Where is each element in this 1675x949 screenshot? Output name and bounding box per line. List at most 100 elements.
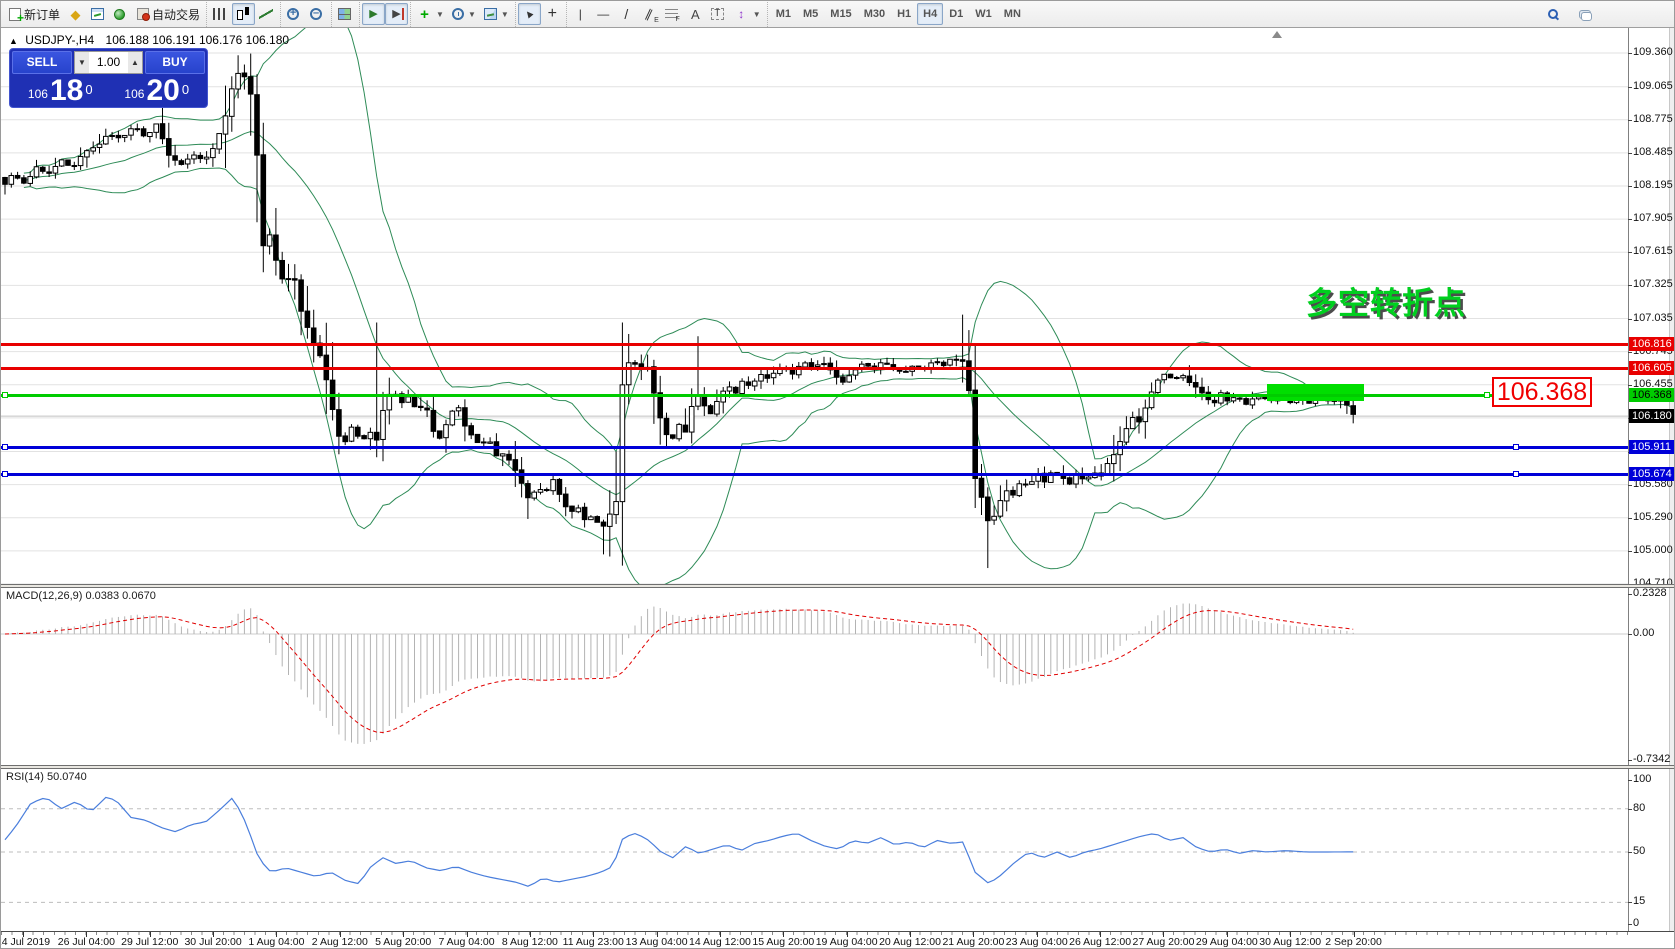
zoom-in-button[interactable]	[283, 3, 306, 25]
horizontal-level-line[interactable]	[1, 343, 1628, 346]
trendline-button[interactable]	[615, 3, 638, 25]
tile-windows-button[interactable]	[334, 3, 357, 25]
green-highlight-box[interactable]	[1267, 384, 1364, 401]
pane-separator[interactable]	[1, 584, 1674, 588]
cursor-button[interactable]	[517, 3, 541, 25]
toolbar-group-timeframes: M1 M5 M15 M30 H1 H4 D1 W1 MN	[766, 1, 1029, 27]
zoom-out-icon	[310, 8, 323, 20]
rsi-indicator-pane[interactable]	[1, 769, 1628, 931]
text-t-icon	[710, 8, 724, 20]
toolbar-group-windows	[331, 1, 359, 27]
timeframe-w1[interactable]: W1	[975, 8, 992, 20]
buy-button[interactable]: BUY	[145, 51, 205, 74]
time-axis-label: 5 Aug 20:00	[375, 936, 432, 948]
time-axis-label: 19 Aug 04:00	[815, 936, 878, 948]
volume-value[interactable]: 1.00	[96, 55, 121, 69]
line-drag-handle[interactable]	[2, 444, 8, 450]
pane-separator[interactable]	[1, 765, 1674, 769]
horizontal-level-line[interactable]	[1, 473, 1628, 476]
horizontal-line-button[interactable]	[592, 3, 615, 25]
timeframe-m1[interactable]: M1	[775, 8, 791, 20]
price-axis-label: 109.065	[1633, 80, 1673, 92]
time-axis-label: 30 Jul 20:00	[184, 936, 242, 948]
signals-button[interactable]	[110, 3, 133, 25]
line-drag-handle[interactable]	[2, 392, 8, 398]
chart-shift-marker-icon[interactable]	[1272, 31, 1282, 38]
horizontal-level-line[interactable]	[1, 394, 1492, 397]
new-order-button[interactable]: 新订单	[5, 3, 64, 25]
text-label-button[interactable]	[707, 3, 730, 25]
dropdown-arrow-icon[interactable]: ▼	[500, 9, 509, 19]
time-axis[interactable]: 24 Jul 2019 26 Jul 04:00 29 Jul 12:00 30 Ju…	[1, 931, 1674, 948]
line-drag-handle[interactable]	[1484, 392, 1490, 398]
indicators-button[interactable]: ▼	[413, 3, 448, 25]
template-icon	[483, 8, 497, 20]
rsi-label: RSI(14) 50.0740	[6, 771, 87, 783]
new-chart-button[interactable]	[87, 3, 110, 25]
price-badge: 106.605	[1629, 361, 1674, 375]
line-drag-handle[interactable]	[1513, 471, 1519, 477]
timeframe-h4[interactable]: H4	[917, 3, 944, 25]
periods-button[interactable]: ▼	[448, 3, 480, 25]
timeframe-m15[interactable]: M15	[830, 8, 852, 20]
volume-up-button[interactable]: ▲	[128, 52, 142, 73]
vertical-line-button[interactable]	[569, 3, 592, 25]
chinese-annotation-text: 多空转折点	[1306, 286, 1466, 321]
macd-indicator-pane[interactable]	[1, 588, 1628, 765]
volume-down-button[interactable]: ▼	[75, 52, 89, 73]
horizontal-level-line[interactable]	[1, 367, 1628, 370]
chart-shift-button[interactable]	[385, 3, 409, 25]
line-chart-button[interactable]	[255, 3, 278, 25]
metaeditor-button[interactable]: ◆	[64, 3, 87, 25]
toolbar-group-objects: ▼ ▼ ▼	[410, 1, 515, 27]
candlestick-chart-button[interactable]	[232, 3, 256, 25]
metaeditor-icon: ◆	[70, 6, 81, 22]
equidistant-channel-button[interactable]: E	[638, 3, 661, 25]
hline-icon	[596, 7, 611, 21]
zoom-out-button[interactable]	[306, 3, 329, 25]
text-button[interactable]	[684, 3, 707, 25]
dropdown-arrow-icon[interactable]: ▼	[436, 9, 444, 19]
price-badge: 106.180	[1629, 409, 1674, 423]
time-axis-label: 26 Jul 04:00	[57, 936, 115, 948]
crosshair-button[interactable]	[541, 3, 564, 25]
timeframe-d1[interactable]: D1	[949, 8, 964, 20]
channel-icon: E	[642, 7, 659, 24]
templates-button[interactable]: ▼	[480, 3, 513, 25]
dropdown-arrow-icon[interactable]: ▼	[467, 9, 476, 19]
timeframe-h1[interactable]: H1	[897, 8, 912, 20]
time-axis-label: 23 Aug 04:00	[1005, 936, 1068, 948]
dropdown-arrow-icon[interactable]: ▼	[752, 9, 761, 19]
toolbar-group-drawing: EF ▼	[565, 1, 767, 27]
volume-stepper[interactable]: ▼ 1.00 ▲	[74, 51, 143, 74]
horizontal-level-line[interactable]	[1, 446, 1628, 449]
autotrade-button[interactable]: 自动交易	[133, 3, 204, 25]
sell-button[interactable]: SELL	[12, 51, 72, 74]
main-price-chart[interactable]	[1, 28, 1628, 584]
collapse-arrow-icon[interactable]: ▲	[9, 36, 18, 46]
timeframe-m30[interactable]: M30	[863, 8, 886, 20]
line-drag-handle[interactable]	[2, 471, 8, 477]
search-icon	[1548, 9, 1558, 19]
search-button[interactable]	[1544, 3, 1567, 25]
time-axis-label: 27 Aug 20:00	[1132, 936, 1195, 948]
timeframe-m5[interactable]: M5	[803, 8, 819, 20]
chat-button[interactable]	[1575, 3, 1598, 25]
price-axis-label: 107.325	[1633, 278, 1673, 290]
line-drag-handle[interactable]	[1513, 444, 1519, 450]
rsi-axis-label: 0	[1633, 917, 1640, 929]
tile-icon	[338, 8, 352, 20]
auto-scroll-button[interactable]	[362, 3, 386, 25]
rsi-axis-label: 80	[1633, 802, 1646, 814]
cursor-icon	[522, 7, 537, 21]
toolbar-group-scrolling	[359, 1, 410, 27]
price-callout-label[interactable]: 106.368	[1492, 377, 1592, 407]
arrows-button[interactable]: ▼	[730, 3, 765, 25]
price-badge: 105.911	[1629, 440, 1674, 454]
timeframe-mn[interactable]: MN	[1003, 8, 1021, 20]
fibonacci-button[interactable]: F	[661, 3, 684, 25]
zoom-in-icon	[287, 8, 300, 20]
price-badge: 105.674	[1629, 467, 1674, 481]
line-chart-icon	[259, 8, 274, 20]
bars-chart-button[interactable]	[209, 3, 232, 25]
